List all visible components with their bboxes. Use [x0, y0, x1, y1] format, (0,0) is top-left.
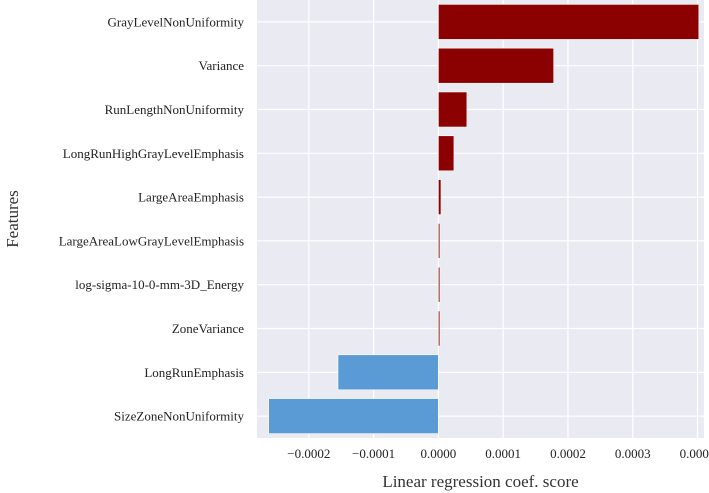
x-tick-label: 0.0000	[421, 446, 457, 461]
x-tick-label: −0.0002	[287, 446, 330, 461]
y-axis-label: Features	[3, 190, 22, 248]
bar	[438, 47, 555, 84]
x-tick-labels: −0.0002 −0.0001 0.0000 0.0001 0.0002 0.0003 0.…	[287, 446, 709, 461]
x-tick-label: 0.0003	[615, 446, 651, 461]
y-tick-label: LongRunHighGrayLevelEmphasis	[63, 146, 244, 161]
y-tick-label: SizeZoneNonUniformity	[114, 409, 244, 424]
y-tick-label: Variance	[199, 58, 245, 73]
y-tick-label: RunLengthNonUniformity	[105, 102, 245, 117]
bar	[438, 266, 441, 303]
bar	[438, 179, 442, 215]
y-tick-label: LargeAreaEmphasis	[138, 190, 244, 205]
x-tick-label: 0.0002	[550, 446, 586, 461]
bar	[268, 398, 439, 434]
y-tick-label: log-sigma-10-0-mm-3D_Energy	[75, 277, 244, 292]
bar	[438, 135, 455, 172]
bar	[438, 310, 441, 347]
y-tick-labels: GrayLevelNonUniformity Variance RunLengthN…	[59, 14, 245, 423]
x-axis-label: Linear regression coef. score	[382, 472, 578, 491]
bar	[337, 354, 439, 391]
x-tick-label: 0.0004	[680, 446, 709, 461]
y-tick-label: ZoneVariance	[172, 321, 244, 336]
bar	[438, 4, 700, 40]
bar	[438, 223, 441, 259]
y-tick-label: LargeAreaLowGrayLevelEmphasis	[59, 233, 244, 248]
bar	[438, 91, 468, 128]
x-tick-label: −0.0001	[352, 446, 395, 461]
x-tick-label: 0.0001	[485, 446, 521, 461]
bars	[268, 4, 700, 434]
y-tick-label: LongRunEmphasis	[144, 365, 244, 380]
y-tick-label: GrayLevelNonUniformity	[108, 14, 245, 29]
